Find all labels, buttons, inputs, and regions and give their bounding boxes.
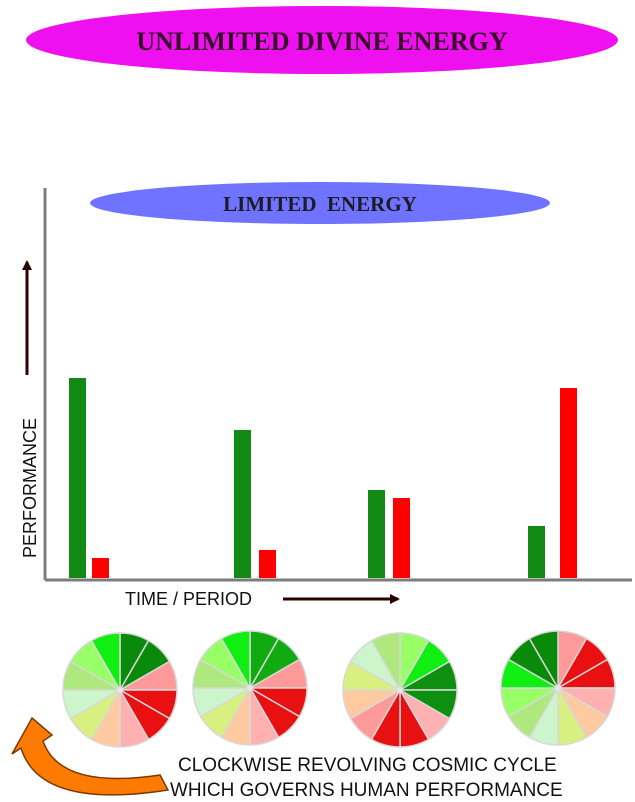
- cycle-wheel-4: [500, 630, 616, 746]
- wheel-4-slice-12: [528, 630, 559, 691]
- chart-axes: [43, 188, 632, 582]
- wheel-1-slice-12: [90, 632, 121, 693]
- curved-arrow-icon: [11, 716, 170, 796]
- caption: CLOCKWISE REVOLVING COSMIC CYCLE WHICH G…: [170, 755, 563, 801]
- wheel-3-slice-12: [370, 632, 401, 693]
- bar-series-0-period-3: [368, 490, 385, 578]
- bar-series-1-period-4: [560, 388, 577, 578]
- unlimited-energy-banner: UNLIMITED DIVINE ENERGY: [26, 6, 618, 74]
- wheel-2-slice-12: [220, 630, 251, 691]
- wheel-3-hub: [397, 687, 403, 693]
- cosmic-cycle-wheels: [62, 630, 616, 748]
- bar-series-0-period-1: [69, 378, 86, 578]
- wheel-2-hub: [247, 685, 253, 691]
- bar-series-0-period-2: [234, 430, 251, 578]
- x-axis-title: TIME / PERIOD: [125, 589, 400, 609]
- wheel-4-hub: [555, 685, 561, 691]
- wheel-1-hub: [117, 687, 123, 693]
- cycle-wheel-3: [342, 632, 458, 748]
- cycle-wheel-1: [62, 632, 178, 748]
- bar-series-1-period-1: [92, 558, 109, 578]
- unlimited-energy-ellipse: [26, 6, 618, 74]
- caption-line-1: CLOCKWISE REVOLVING COSMIC CYCLE: [178, 755, 557, 776]
- unlimited-energy-label: UNLIMITED DIVINE ENERGY: [136, 27, 507, 56]
- bar-series-1-period-2: [259, 550, 276, 578]
- y-axis-title: PERFORMANCE: [20, 260, 40, 558]
- limited-energy-label: LIMITED ENERGY: [223, 192, 417, 216]
- bar-series: [69, 378, 577, 578]
- x-axis-label: TIME / PERIOD: [125, 589, 252, 609]
- caption-line-2: WHICH GOVERNS HUMAN PERFORMANCE: [170, 780, 563, 801]
- bar-series-1-period-3: [393, 498, 410, 578]
- bar-series-0-period-4: [528, 526, 545, 578]
- cycle-wheel-2: [192, 630, 308, 746]
- y-axis-label: PERFORMANCE: [20, 418, 40, 558]
- limited-energy-ellipse: [90, 182, 550, 224]
- limited-energy-banner: LIMITED ENERGY: [90, 182, 550, 224]
